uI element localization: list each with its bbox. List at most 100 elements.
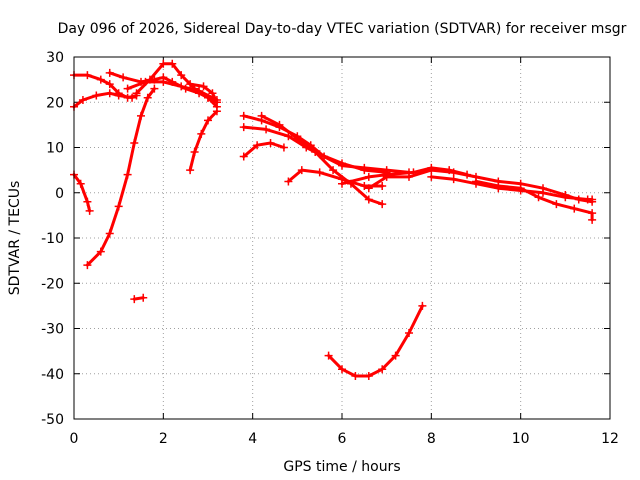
y-tick-label: -20 [41, 276, 64, 292]
data-point-marker [297, 166, 306, 175]
data-point-marker [114, 91, 123, 100]
data-point-marker [168, 59, 177, 68]
x-tick-label: 12 [601, 431, 619, 447]
data-point-marker [132, 89, 141, 98]
data-point-marker [96, 247, 105, 256]
data-point-marker [449, 175, 458, 184]
data-point-marker [190, 148, 199, 157]
y-tick-label: -30 [41, 322, 64, 338]
series-arc-7 [72, 173, 92, 213]
data-point-marker [472, 177, 480, 186]
y-tick-label: 0 [55, 186, 64, 202]
data-point-marker [150, 84, 159, 93]
data-point-marker [534, 193, 543, 202]
data-point-marker [427, 172, 436, 181]
data-point-marker [329, 166, 338, 175]
data-point-marker [382, 172, 391, 181]
y-tick-label: -10 [41, 231, 64, 247]
data-point-marker [351, 372, 360, 381]
data-point-marker [262, 125, 271, 134]
data-point-marker [212, 98, 221, 107]
data-point-marker [105, 89, 114, 98]
data-point-marker [338, 365, 346, 374]
data-point-marker [83, 197, 92, 206]
data-point-marker [186, 80, 195, 89]
data-point-marker [364, 372, 373, 381]
data-point-marker [570, 204, 579, 213]
grid [74, 57, 610, 419]
data-point-marker [427, 166, 436, 175]
data-point-marker [204, 116, 212, 125]
data-point-marker [92, 91, 101, 100]
x-axis-label: GPS time / hours [283, 459, 400, 475]
data-point-marker [105, 80, 114, 89]
data-point-marker [360, 181, 369, 190]
data-point-marker [76, 179, 85, 188]
y-axis-label: SDTVAR / TECUs [7, 181, 23, 296]
series-arc-10 [188, 109, 219, 172]
data-point-marker [130, 295, 139, 304]
data-point-marker [130, 138, 139, 147]
data-point-marker [204, 93, 212, 102]
x-tick-label: 8 [427, 431, 436, 447]
data-point-marker [114, 202, 123, 211]
series-arc-20 [327, 304, 424, 378]
data-point-marker [284, 177, 293, 186]
x-tick-label: 10 [512, 431, 530, 447]
data-point-marker [539, 188, 547, 197]
series-arc-6 [188, 82, 219, 104]
x-tick-label: 2 [159, 431, 168, 447]
data-point-marker [208, 89, 217, 98]
data-point-marker [177, 82, 186, 91]
data-point-marker [516, 184, 525, 193]
data-point-marker [391, 351, 400, 360]
data-point-marker [105, 68, 114, 77]
data-point-marker [418, 301, 427, 310]
x-tick-labels: 0 2 4 6 8 10 12 [70, 431, 619, 447]
data-point-marker [239, 111, 248, 120]
data-point-marker [239, 152, 248, 161]
series-arc-11 [242, 114, 411, 174]
data-point-marker [85, 206, 94, 215]
data-point-marker [199, 82, 208, 91]
data-point-marker [364, 195, 373, 204]
data-point-marker [494, 181, 503, 190]
data-point-marker [324, 351, 333, 360]
data-point-marker [159, 59, 168, 68]
y-tick-label: 20 [46, 95, 64, 111]
data-point-marker [293, 134, 302, 143]
data-point-marker [561, 193, 570, 202]
y-tick-labels: -50 -40 -30 -20 -10 0 10 20 30 [41, 50, 64, 428]
data-point-marker [405, 329, 413, 338]
data-point-marker [159, 77, 168, 86]
data-point-marker [212, 107, 221, 116]
data-point-marker [83, 71, 92, 80]
series-arc-14 [260, 114, 384, 206]
chart-title: Day 096 of 2026, Sidereal Day-to-day VTE… [58, 21, 627, 37]
data-point-marker [588, 209, 597, 218]
data-point-marker [378, 365, 387, 374]
axis-ticks [73, 56, 611, 420]
data-point-marker [119, 73, 128, 82]
x-tick-label: 0 [70, 431, 79, 447]
x-tick-label: 6 [338, 431, 347, 447]
data-point-marker [197, 129, 206, 138]
series-arc-13 [242, 141, 286, 159]
data-point-marker [78, 95, 87, 104]
data-point-marker [186, 166, 195, 175]
data-point-marker [123, 84, 132, 93]
data-series [70, 59, 597, 381]
y-tick-label: -50 [41, 412, 64, 428]
data-point-marker [449, 168, 458, 177]
data-point-marker [364, 172, 373, 181]
data-point-marker [145, 75, 154, 84]
data-point-marker [128, 93, 137, 102]
y-tick-label: 30 [46, 50, 64, 66]
data-point-marker [405, 172, 413, 181]
data-point-marker [266, 138, 275, 147]
data-point-marker [378, 200, 387, 209]
data-point-marker [338, 159, 346, 168]
data-point-marker [143, 93, 152, 102]
data-point-marker [360, 166, 369, 175]
